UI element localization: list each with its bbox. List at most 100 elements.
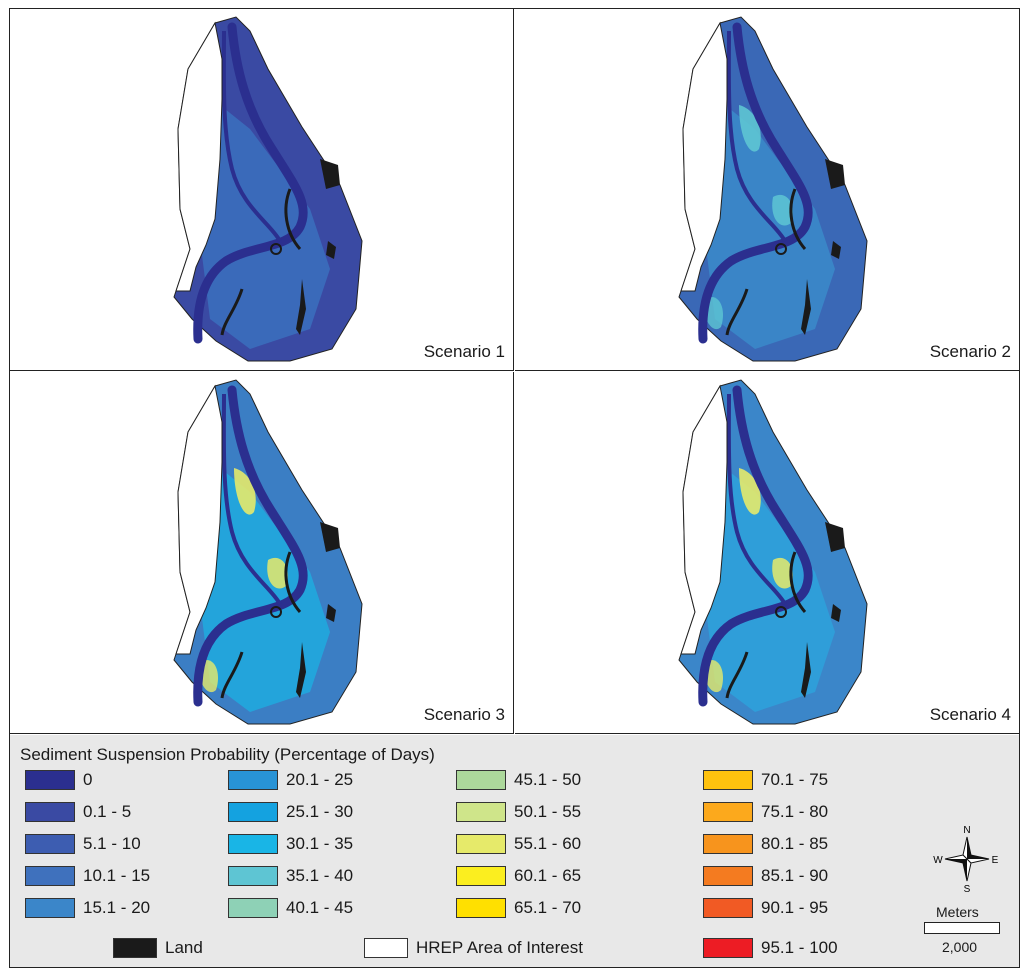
legend-item: 85.1 - 90 (703, 865, 828, 887)
land (220, 651, 244, 699)
land (270, 243, 282, 255)
legend-item: 95.1 - 100 (703, 937, 838, 959)
legend-swatch (228, 834, 278, 854)
compass-w: W (933, 855, 943, 866)
side-channel (726, 393, 787, 606)
map-figure: Scenario 1 Scenario 2 Scenario 3 Scenari… (9, 8, 1020, 968)
legend-swatch (228, 770, 278, 790)
legend-swatch (25, 802, 75, 822)
legend-item-hrep: HREP Area of Interest (364, 937, 583, 959)
legend-label: 50.1 - 55 (514, 802, 582, 821)
land (775, 606, 787, 618)
land (284, 188, 302, 250)
land (789, 188, 807, 250)
legend-label: 65.1 - 70 (514, 898, 582, 917)
legend-label: 90.1 - 95 (761, 898, 829, 917)
side-channel (221, 30, 282, 243)
legend-label-land: Land (165, 938, 203, 957)
legend-swatch (703, 770, 753, 790)
legend-item: 50.1 - 55 (456, 801, 581, 823)
compass-s: S (964, 884, 971, 895)
suspension-zone (705, 452, 835, 712)
map-scenario-2 (678, 16, 868, 362)
map-panel-scenario-1: Scenario 1 (10, 9, 514, 371)
legend-item: 0.1 - 5 (25, 801, 131, 823)
legend-item: 55.1 - 60 (456, 833, 581, 855)
legend-label: 35.1 - 40 (286, 866, 354, 885)
legend-swatch-land (113, 938, 157, 958)
legend-swatch (703, 834, 753, 854)
land (725, 288, 749, 336)
land (326, 241, 336, 259)
hrep-area-of-interest (175, 384, 223, 655)
side-channel (726, 30, 787, 243)
legend-swatch (703, 802, 753, 822)
main-channel (193, 22, 308, 344)
suspension-zone (200, 452, 330, 712)
legend-swatch (228, 802, 278, 822)
legend-swatch (456, 802, 506, 822)
legend-label: 10.1 - 15 (83, 866, 151, 885)
land (831, 604, 841, 622)
legend-item: 65.1 - 70 (456, 897, 581, 919)
land (775, 243, 787, 255)
land (296, 279, 306, 335)
legend-label: 25.1 - 30 (286, 802, 354, 821)
hrep-area-of-interest (680, 384, 728, 655)
scale-value: 2,000 (942, 939, 978, 955)
high-probability-zone (739, 468, 761, 515)
legend-label: 60.1 - 65 (514, 866, 582, 885)
legend-item-land: Land (113, 937, 203, 959)
legend-swatch (456, 834, 506, 854)
legend-item: 25.1 - 30 (228, 801, 353, 823)
legend-item: 30.1 - 35 (228, 833, 353, 855)
legend-swatch (25, 834, 75, 854)
legend-item: 5.1 - 10 (25, 833, 141, 855)
land (326, 604, 336, 622)
high-probability-zone (267, 557, 288, 589)
legend-label: 0 (83, 770, 93, 789)
scenario-label: Scenario 1 (423, 342, 505, 361)
scenario-label: Scenario 3 (423, 705, 505, 724)
high-probability-zone (739, 105, 761, 152)
land (296, 642, 306, 698)
main-channel (698, 22, 813, 344)
legend-swatch (703, 866, 753, 886)
legend-swatch (228, 898, 278, 918)
compass-n: N (963, 825, 970, 836)
legend-item: 20.1 - 25 (228, 769, 353, 791)
suspension-zone (705, 89, 835, 349)
legend-item: 10.1 - 15 (25, 865, 150, 887)
legend-item: 35.1 - 40 (228, 865, 353, 887)
compass-rose-icon: N S E W (933, 825, 998, 895)
land (284, 551, 302, 613)
map-scenario-3 (173, 379, 363, 725)
scenario-label: Scenario 2 (929, 342, 1011, 361)
legend-label: 55.1 - 60 (514, 834, 582, 853)
legend-swatch (228, 866, 278, 886)
land (825, 522, 845, 552)
land (831, 241, 841, 259)
suspension-zone (200, 89, 330, 349)
land (725, 651, 749, 699)
legend-swatch (25, 898, 75, 918)
legend-item: 15.1 - 20 (25, 897, 150, 919)
main-channel (193, 385, 308, 707)
legend-label: 70.1 - 75 (761, 770, 829, 789)
legend-swatch (703, 898, 753, 918)
legend-item: 70.1 - 75 (703, 769, 828, 791)
scale-unit: Meters (936, 904, 979, 920)
legend-item: 40.1 - 45 (228, 897, 353, 919)
legend-label: 45.1 - 50 (514, 770, 582, 789)
land (789, 551, 807, 613)
land (320, 522, 340, 552)
hrep-area-of-interest (680, 21, 728, 292)
land (825, 159, 845, 189)
map-legend: Sediment Suspension Probability (Percent… (10, 735, 1019, 967)
map-panel-scenario-4: Scenario 4 (515, 372, 1019, 734)
legend-swatch (456, 898, 506, 918)
legend-item: 75.1 - 80 (703, 801, 828, 823)
legend-label: 75.1 - 80 (761, 802, 829, 821)
legend-swatch (456, 770, 506, 790)
legend-label: 30.1 - 35 (286, 834, 354, 853)
